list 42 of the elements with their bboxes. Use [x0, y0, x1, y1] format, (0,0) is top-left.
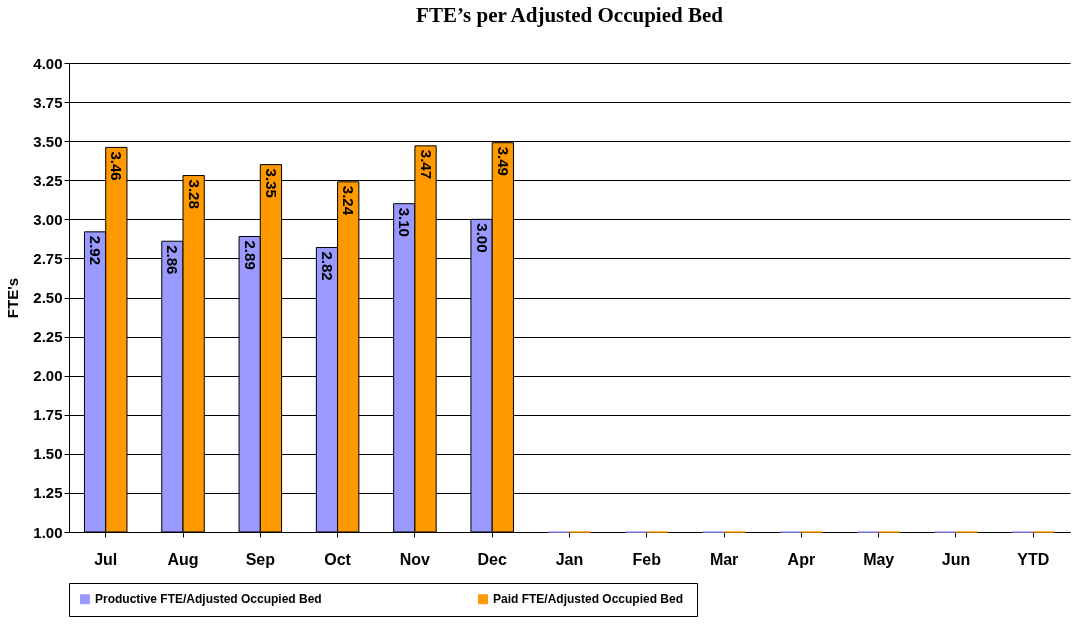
legend-label: Paid FTE/Adjusted Occupied Bed	[493, 592, 684, 607]
x-tick-label: Jun	[941, 550, 971, 568]
data-label: 3.35	[262, 168, 280, 198]
y-axis-title: FTE's	[4, 277, 22, 319]
y-tick-label: 1.00	[33, 523, 63, 541]
x-tick-label: Feb	[632, 550, 662, 568]
data-label: 2.89	[241, 240, 259, 270]
x-tick-label: Jul	[94, 550, 118, 568]
x-tick-label: Apr	[787, 550, 816, 568]
data-label: 3.46	[108, 151, 126, 181]
y-tick-label: 3.75	[33, 93, 63, 111]
data-label: 3.24	[340, 185, 358, 216]
x-tick-label: Jan	[555, 550, 584, 568]
y-tick-label: 2.50	[33, 289, 63, 306]
y-tick-label: 3.00	[33, 210, 63, 228]
x-tick-label: YTD	[1017, 550, 1050, 568]
y-tick-label: 1.75	[33, 406, 63, 424]
y-tick-label: 3.25	[33, 171, 63, 189]
y-tick-label: 2.25	[33, 328, 63, 346]
y-tick-label: 1.25	[33, 484, 63, 502]
x-tick-label: Oct	[324, 550, 352, 568]
y-tick-label: 4.00	[33, 54, 63, 72]
x-tick-label: Dec	[477, 550, 507, 568]
x-tick-label: May	[863, 550, 895, 568]
x-tick-label: Mar	[709, 550, 739, 568]
data-label: 2.92	[87, 235, 105, 266]
data-label: 3.00	[473, 223, 491, 253]
chart-title: FTE’s per Adjusted Occupied Bed	[416, 3, 724, 27]
y-tick-label: 2.75	[33, 249, 63, 267]
y-tick-label: 2.00	[33, 367, 63, 385]
x-tick-label: Nov	[399, 550, 431, 568]
data-label: 3.47	[417, 149, 435, 180]
y-tick-label: 1.50	[33, 445, 63, 463]
legend-label: Productive FTE/Adjusted Occupied Bed	[95, 592, 322, 607]
y-tick-label: 3.50	[33, 132, 63, 150]
x-tick-label: Aug	[167, 550, 199, 568]
data-label: 3.10	[396, 207, 414, 237]
data-label: 2.82	[318, 251, 336, 281]
data-label: 3.28	[185, 179, 203, 209]
data-label: 3.49	[494, 146, 512, 176]
x-tick-label: Sep	[245, 550, 276, 568]
data-label: 2.86	[164, 245, 182, 275]
